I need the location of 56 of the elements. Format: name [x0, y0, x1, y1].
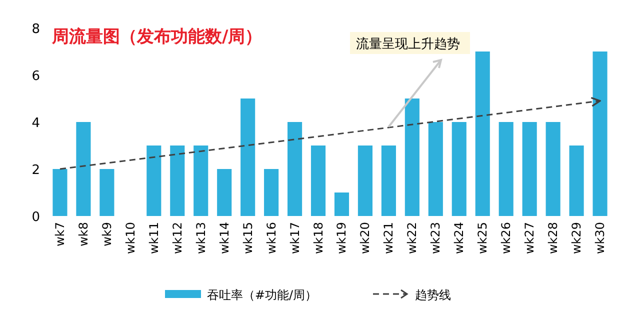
x-tick-label: wk30: [593, 222, 608, 254]
chart-title: 周流量图（发布功能数/周）: [51, 27, 262, 47]
x-tick-label: wk10: [123, 222, 138, 254]
y-tick-label: 6: [32, 69, 40, 84]
bar: [264, 169, 279, 216]
x-tick-label: wk15: [240, 222, 255, 254]
x-tick-label: wk7: [52, 222, 67, 246]
bar: [546, 122, 560, 216]
bar: [381, 146, 396, 216]
annotation: 流量呈现上升趋势: [356, 36, 460, 52]
bar: [592, 52, 608, 216]
bar: [146, 146, 162, 216]
bar: [217, 169, 232, 216]
x-tick-label: wk12: [170, 222, 184, 254]
bar: [404, 98, 420, 216]
x-tick-label: wk9: [100, 222, 114, 246]
bar: [522, 122, 537, 216]
bar: [428, 122, 443, 216]
bar: [76, 122, 91, 216]
y-tick-label: 2: [32, 163, 40, 178]
x-tick-label: wk18: [311, 222, 326, 254]
y-tick-label: 4: [32, 116, 40, 131]
x-tick-label: wk22: [405, 222, 420, 254]
x-tick-label: wk23: [428, 222, 443, 254]
x-tick-label: wk19: [334, 222, 349, 254]
bar: [334, 192, 350, 216]
x-tick-label: wk26: [499, 222, 514, 254]
bar: [569, 146, 584, 216]
x-tick-label: wk14: [217, 222, 232, 254]
bar: [288, 122, 302, 216]
x-tick-label: wk21: [382, 222, 396, 254]
x-tick-label: wk25: [476, 222, 490, 254]
bar: [52, 169, 68, 216]
bar: [194, 146, 208, 216]
bar: [100, 169, 114, 216]
bar: [170, 146, 185, 216]
x-tick-label: wk20: [358, 222, 372, 254]
legend-label: 吞吐率（#功能/周）: [207, 288, 318, 302]
x-tick-label: wk8: [76, 222, 90, 246]
bar: [358, 146, 372, 216]
bar: [475, 52, 490, 216]
bar: [452, 122, 466, 216]
x-tick-label: wk17: [288, 222, 302, 254]
legend-label: 趋势线: [415, 288, 451, 302]
bar: [240, 98, 256, 216]
x-tick-label: wk27: [522, 222, 537, 254]
x-tick-label: wk24: [452, 222, 466, 254]
x-tick-label: wk13: [194, 222, 208, 254]
bar: [310, 146, 326, 216]
x-tick-label: wk28: [546, 222, 560, 254]
y-tick-label: 0: [32, 210, 40, 225]
y-tick-label: 8: [32, 22, 40, 37]
bar: [498, 122, 514, 216]
x-tick-label: wk11: [146, 222, 161, 254]
x-tick-label: wk29: [570, 222, 584, 254]
x-tick-label: wk16: [264, 222, 278, 254]
